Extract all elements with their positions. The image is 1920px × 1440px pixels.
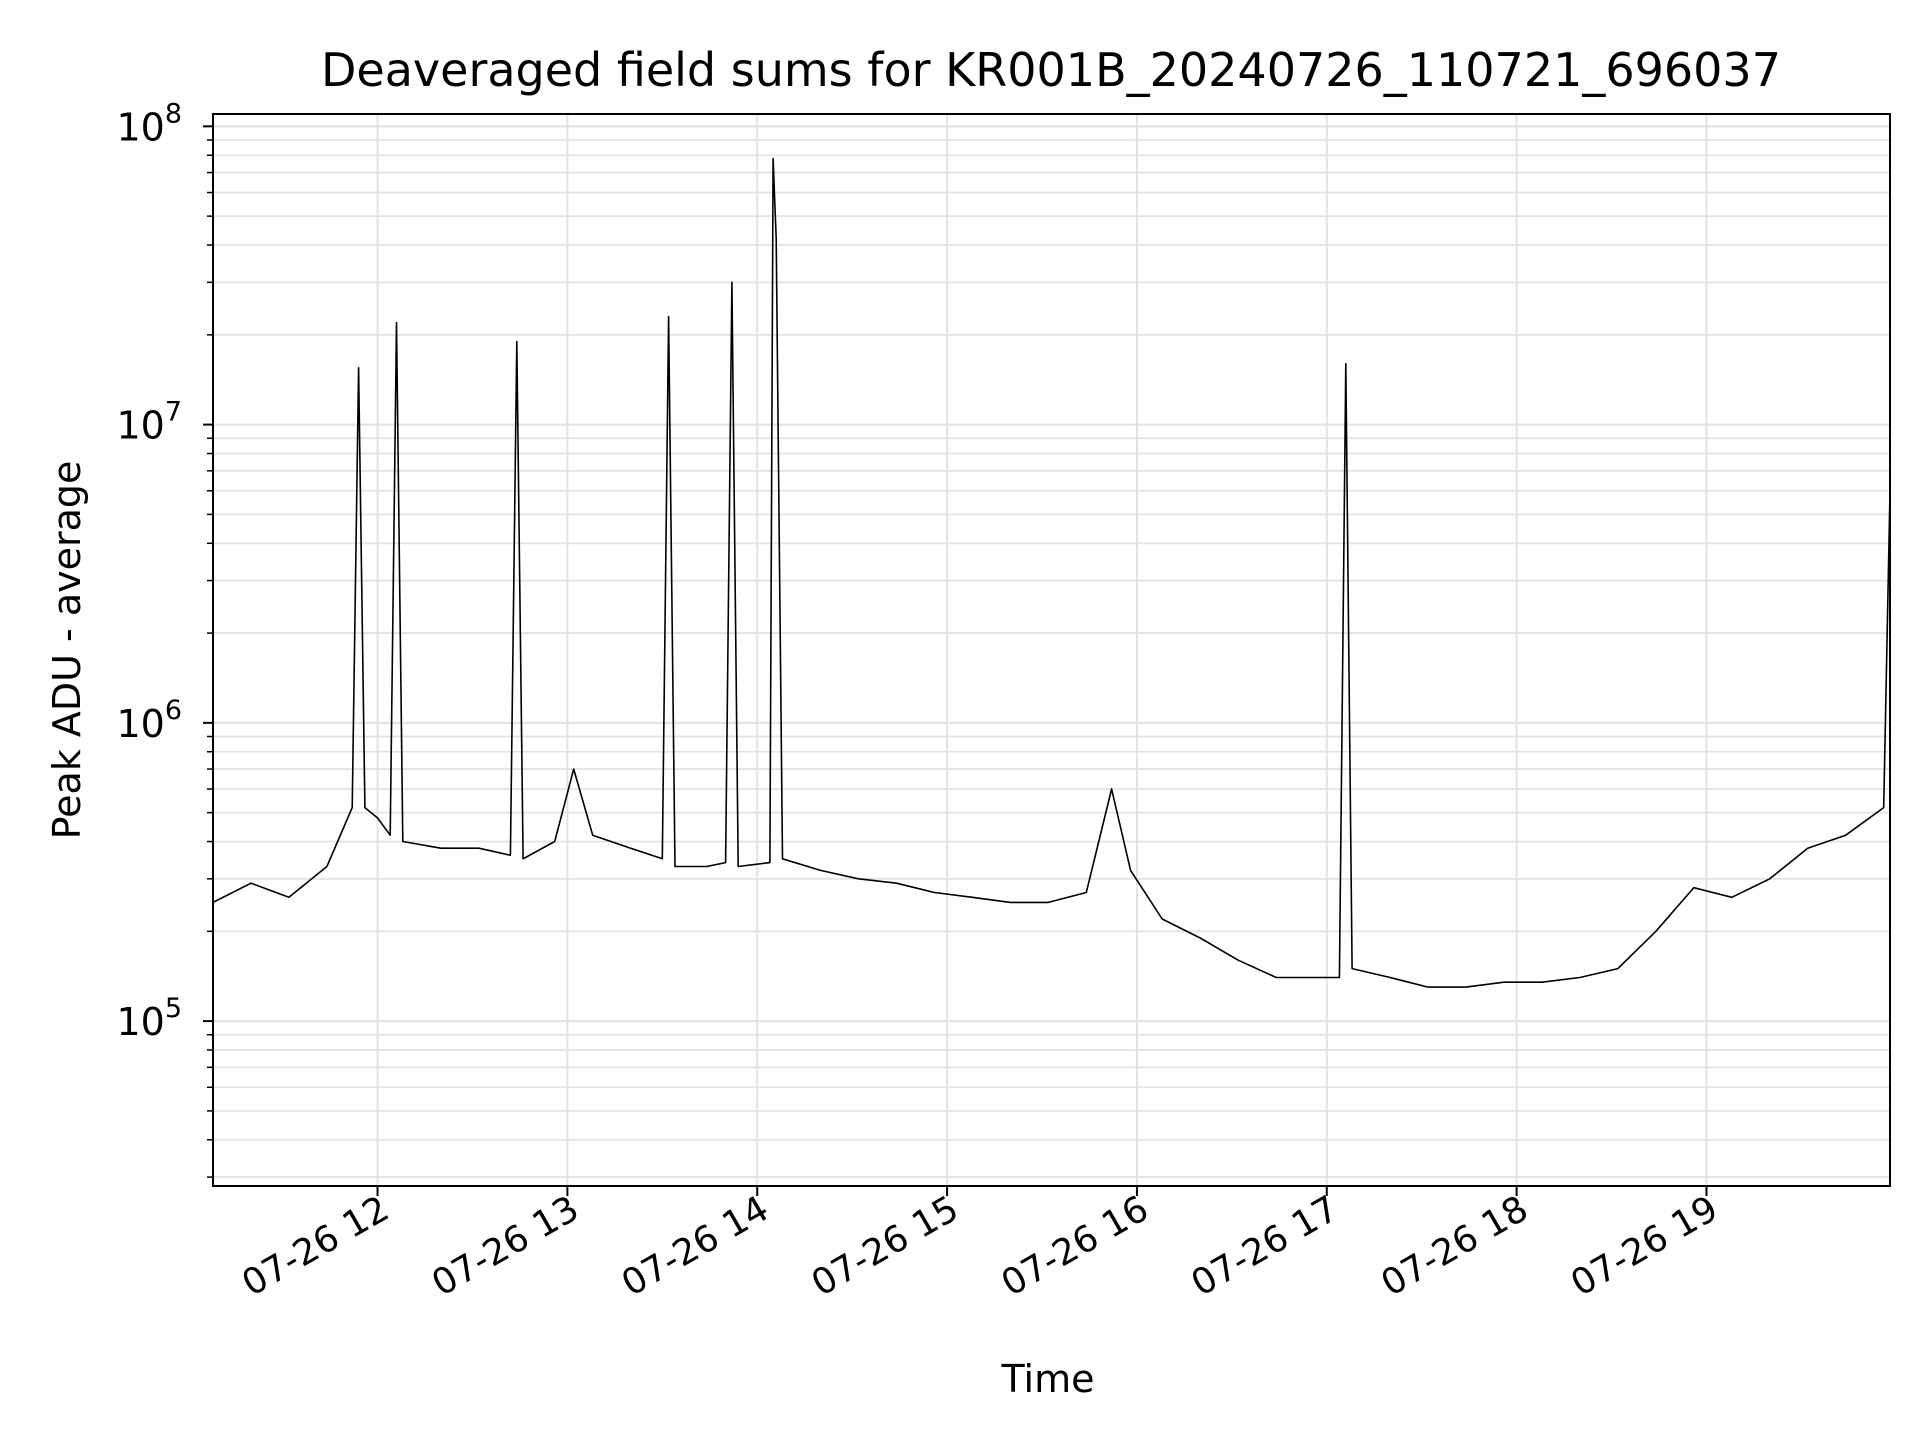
y-tick-base: 10 [116, 105, 164, 149]
chart-title: Deaveraged field sums for KR001B_2024072… [321, 43, 1781, 97]
x-axis-label: Time [1001, 1357, 1095, 1401]
y-tick-label: 108 [116, 98, 182, 149]
y-tick-exponent: 5 [165, 993, 182, 1024]
y-tick-exponent: 8 [165, 98, 182, 129]
plot-frame [212, 113, 1891, 1187]
y-tick-exponent: 7 [165, 397, 182, 428]
y-tick-exponent: 6 [165, 695, 182, 726]
y-tick-label: 105 [116, 993, 182, 1044]
series-layer [212, 157, 1891, 988]
grid [213, 114, 1890, 1186]
y-axis-label: Peak ADU - average [45, 461, 89, 840]
y-tick-base: 10 [116, 1000, 164, 1044]
y-tick-label: 106 [116, 695, 182, 746]
y-tick-base: 10 [116, 702, 164, 746]
y-tick-label: 107 [116, 397, 182, 448]
series-line [212, 157, 1891, 988]
y-tick-base: 10 [116, 404, 164, 448]
